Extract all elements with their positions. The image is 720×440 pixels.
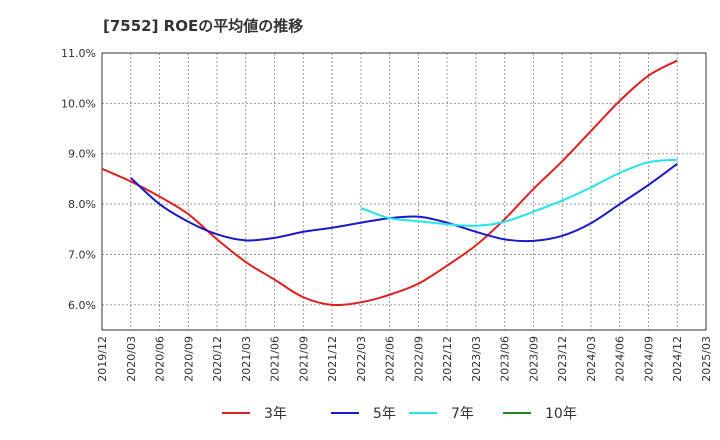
x-tick-label: 2021/03	[240, 336, 253, 382]
x-tick-label: 2024/09	[642, 336, 655, 382]
x-tick-label: 2022/06	[384, 336, 397, 382]
legend-label-1: 5年	[373, 406, 396, 422]
x-tick-label: 2020/03	[125, 336, 138, 382]
legend-label-3: 10年	[545, 406, 577, 422]
x-tick-label: 2023/12	[556, 336, 569, 382]
x-tick-label: 2021/12	[326, 336, 339, 382]
x-tick-label: 2022/09	[412, 336, 425, 382]
series-layer	[101, 59, 678, 307]
y-tick-label: 9.0%	[68, 148, 96, 161]
plot-border	[101, 52, 707, 331]
x-tick-label: 2021/06	[269, 336, 282, 382]
plot-area	[102, 53, 706, 330]
x-tick-label: 2022/12	[441, 336, 454, 382]
chart-title: [7552] ROEの平均値の推移	[103, 17, 303, 35]
y-tick-label: 8.0%	[68, 198, 96, 211]
series-line-2	[360, 158, 678, 227]
y-tick-label: 11.0%	[61, 47, 96, 60]
legend-label-2: 7年	[451, 406, 474, 422]
x-tick-label: 2023/06	[499, 336, 512, 382]
series-line-1	[130, 162, 678, 243]
x-tick-label: 2020/06	[154, 336, 167, 382]
x-tick-label: 2020/09	[182, 336, 195, 382]
x-tick-label: 2022/03	[355, 336, 368, 382]
legend: 3年 5年 7年 10年	[222, 406, 577, 422]
x-tick-label: 2024/12	[671, 336, 684, 382]
x-tick-label: 2024/03	[585, 336, 598, 382]
x-tick-label: 2020/12	[211, 336, 224, 382]
y-tick-label: 6.0%	[68, 299, 96, 312]
y-tick-label: 7.0%	[68, 248, 96, 261]
series-line-0	[101, 59, 678, 307]
x-tick-label: 2024/06	[614, 336, 627, 382]
x-tick-label: 2019/12	[96, 336, 109, 382]
legend-label-0: 3年	[264, 406, 287, 422]
grid-lines	[102, 53, 706, 330]
y-tick-label: 10.0%	[61, 97, 96, 110]
y-axis: 6.0% 7.0% 8.0% 9.0% 10.0% 11.0%	[61, 47, 96, 312]
x-tick-label: 2023/03	[470, 336, 483, 382]
x-axis: 2019/12 2020/03 2020/06 2020/09 2020/12 2021/…	[96, 336, 713, 382]
x-tick-label: 2025/03	[700, 336, 713, 382]
x-tick-label: 2023/09	[527, 336, 540, 382]
x-tick-label: 2021/09	[297, 336, 310, 382]
